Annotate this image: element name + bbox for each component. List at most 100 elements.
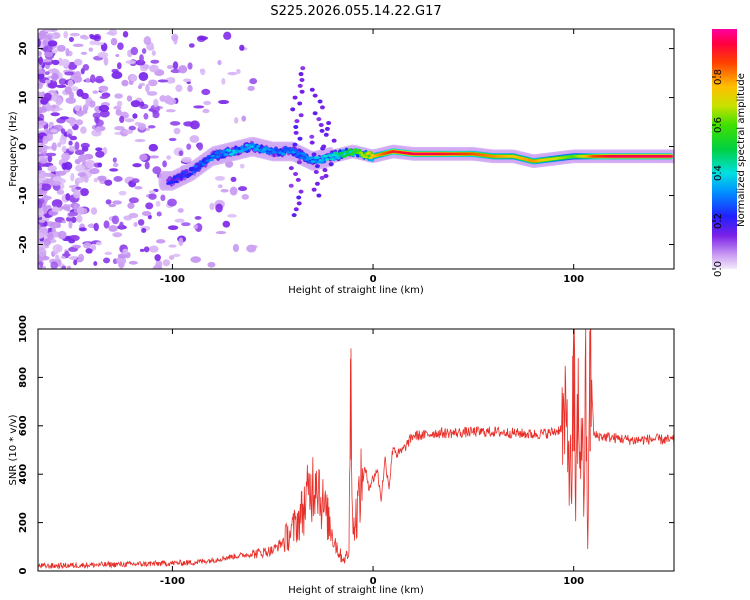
heatmap-speckle bbox=[193, 105, 205, 109]
heatmap-speckle bbox=[93, 177, 99, 183]
heatmap-speckle bbox=[42, 39, 48, 47]
heatmap-speckle bbox=[38, 50, 42, 57]
heatmap-speckle bbox=[152, 166, 162, 175]
heatmap-speckle bbox=[64, 161, 73, 171]
heatmap-speckle bbox=[85, 159, 96, 169]
heatmap-speckle bbox=[186, 143, 192, 150]
heatmap-ridge bbox=[315, 156, 320, 159]
heatmap-speckle bbox=[246, 244, 257, 253]
heatmap-speckle bbox=[220, 189, 229, 193]
heatmap-speckle bbox=[175, 84, 183, 92]
heatmap-speckle bbox=[76, 177, 86, 183]
heatmap-speckle bbox=[90, 74, 96, 84]
heatmap-speckle bbox=[113, 176, 123, 182]
heatmap-speckle bbox=[68, 239, 76, 244]
heatmap-speckle bbox=[247, 85, 255, 91]
snr-x-axis-label: Height of straight line (km) bbox=[288, 585, 424, 596]
spectrogram-xtick-label: 0 bbox=[370, 274, 377, 285]
heatmap-speckle bbox=[73, 259, 78, 266]
heatmap-ridge bbox=[193, 164, 198, 168]
heatmap-speckle bbox=[85, 248, 93, 254]
heatmap-speckle bbox=[77, 172, 87, 177]
heatmap-speckle bbox=[65, 216, 72, 222]
heatmap-speckle bbox=[148, 193, 157, 200]
heatmap-speckle bbox=[104, 179, 113, 186]
heatmap-speckle bbox=[38, 124, 44, 129]
heatmap-speckle bbox=[38, 82, 43, 90]
heatmap-speckle bbox=[73, 189, 81, 199]
heatmap-speckle bbox=[93, 261, 98, 266]
colorbar-label: Normalized spectral amplitude bbox=[736, 73, 747, 227]
heatmap-ridge bbox=[256, 145, 261, 148]
heatmap-speckle bbox=[249, 78, 258, 85]
heatmap-speckle bbox=[99, 109, 110, 118]
heatmap-speckle bbox=[148, 108, 155, 112]
heatmap-speckle bbox=[56, 189, 65, 195]
spectrogram-xtick-label: -100 bbox=[160, 274, 185, 285]
heatmap-speckle bbox=[178, 150, 184, 157]
heatmap-speckle bbox=[76, 206, 85, 216]
heatmap-speckle bbox=[94, 116, 100, 124]
heatmap-speckle bbox=[47, 231, 54, 240]
heatmap-speckle bbox=[207, 261, 216, 268]
heatmap-speckle bbox=[153, 98, 159, 108]
heatmap-speckle bbox=[47, 40, 58, 47]
heatmap-speckle bbox=[69, 32, 80, 37]
heatmap-speckle bbox=[139, 153, 148, 161]
heatmap-speckle bbox=[38, 56, 44, 66]
heatmap-speckle bbox=[89, 35, 100, 40]
heatmap-speckle bbox=[95, 147, 103, 152]
heatmap-speckle bbox=[114, 126, 125, 131]
heatmap-speckle bbox=[48, 122, 53, 129]
heatmap-speckle bbox=[150, 59, 160, 64]
heatmap-ridge bbox=[246, 146, 251, 150]
heatmap-speckle bbox=[221, 77, 226, 85]
heatmap-plume bbox=[311, 152, 317, 157]
heatmap-ridge bbox=[273, 147, 279, 151]
heatmap-speckle bbox=[112, 200, 122, 205]
heatmap-plume bbox=[313, 170, 319, 175]
heatmap-speckle bbox=[227, 71, 238, 76]
heatmap-ridge bbox=[309, 156, 314, 160]
heatmap-speckle bbox=[61, 152, 71, 161]
heatmap-speckle bbox=[148, 143, 159, 152]
heatmap-plume bbox=[314, 164, 320, 169]
colorbar-tick-label: 0.0 bbox=[713, 261, 724, 277]
heatmap-plume bbox=[316, 117, 322, 122]
heatmap-speckle bbox=[60, 59, 70, 67]
spectrogram-ytick-label: -10 bbox=[18, 186, 29, 204]
heatmap-speckle bbox=[233, 117, 239, 124]
heatmap-speckle bbox=[39, 157, 48, 164]
heatmap-speckle bbox=[167, 225, 179, 230]
spectrogram-frame bbox=[37, 28, 675, 270]
heatmap-ridge bbox=[182, 170, 187, 174]
heatmap-speckle bbox=[241, 194, 249, 200]
heatmap-ridge bbox=[299, 156, 304, 160]
heatmap-speckle bbox=[44, 79, 51, 84]
heatmap-speckle bbox=[57, 230, 67, 240]
heatmap-plume bbox=[298, 113, 304, 118]
heatmap-speckle bbox=[74, 158, 81, 165]
heatmap-speckle bbox=[232, 243, 240, 253]
heatmap-speckle bbox=[177, 208, 184, 213]
snr-ytick-label: 400 bbox=[18, 464, 29, 485]
heatmap-speckle bbox=[61, 220, 67, 224]
heatmap-speckle bbox=[143, 36, 152, 46]
heatmap-speckle bbox=[68, 145, 77, 152]
heatmap-speckle bbox=[141, 228, 147, 233]
heatmap-plume bbox=[319, 175, 325, 180]
heatmap-speckle bbox=[90, 207, 98, 215]
spectrogram-xtick-label: 100 bbox=[563, 274, 584, 285]
heatmap-speckle bbox=[155, 200, 161, 207]
heatmap-speckle bbox=[78, 154, 89, 162]
snr-xtick-label: 0 bbox=[370, 576, 377, 587]
heatmap-speckle bbox=[41, 59, 52, 63]
heatmap-plume bbox=[297, 136, 303, 141]
spectrogram-ytick-label: 10 bbox=[18, 91, 29, 105]
heatmap-speckle bbox=[201, 88, 211, 96]
heatmap-plume bbox=[295, 177, 301, 182]
heatmap-speckle bbox=[38, 219, 46, 223]
heatmap-speckle bbox=[89, 100, 96, 108]
heatmap-plume bbox=[312, 111, 318, 116]
